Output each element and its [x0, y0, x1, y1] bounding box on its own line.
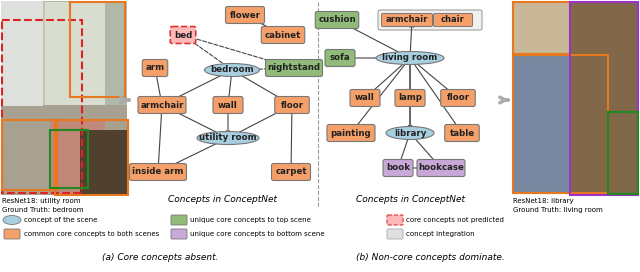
FancyBboxPatch shape — [1, 1, 127, 194]
Text: book: book — [386, 163, 410, 172]
FancyBboxPatch shape — [570, 1, 638, 194]
FancyBboxPatch shape — [316, 11, 359, 29]
Text: inside arm: inside arm — [132, 168, 184, 177]
FancyBboxPatch shape — [387, 215, 403, 225]
Text: nightstand: nightstand — [268, 63, 321, 73]
FancyBboxPatch shape — [378, 10, 482, 30]
FancyBboxPatch shape — [213, 97, 243, 113]
Ellipse shape — [3, 215, 21, 224]
FancyBboxPatch shape — [142, 60, 168, 76]
Text: living room: living room — [382, 54, 438, 63]
FancyBboxPatch shape — [395, 89, 425, 107]
FancyBboxPatch shape — [171, 229, 187, 239]
FancyBboxPatch shape — [350, 89, 380, 107]
FancyBboxPatch shape — [381, 14, 433, 26]
Text: flower: flower — [230, 11, 260, 20]
FancyBboxPatch shape — [261, 26, 305, 44]
Text: unique core concepts to bottom scene: unique core concepts to bottom scene — [190, 231, 324, 237]
FancyBboxPatch shape — [1, 1, 43, 106]
Text: concept integration: concept integration — [406, 231, 475, 237]
Text: library: library — [394, 128, 426, 138]
Text: wall: wall — [355, 94, 375, 103]
Text: Ground Truth: bedroom: Ground Truth: bedroom — [2, 207, 83, 213]
Text: chair: chair — [441, 16, 465, 24]
Text: carpet: carpet — [275, 168, 307, 177]
FancyBboxPatch shape — [171, 215, 187, 225]
FancyBboxPatch shape — [417, 159, 465, 177]
FancyBboxPatch shape — [383, 159, 413, 177]
FancyBboxPatch shape — [45, 2, 105, 132]
Text: concept of the scene: concept of the scene — [24, 217, 97, 223]
Ellipse shape — [197, 131, 259, 144]
Text: armchair: armchair — [386, 16, 428, 24]
Text: arm: arm — [145, 63, 164, 73]
Text: Concepts in ConceptNet: Concepts in ConceptNet — [168, 195, 278, 204]
Text: ResNet18: library: ResNet18: library — [513, 198, 573, 204]
FancyBboxPatch shape — [387, 229, 403, 239]
FancyBboxPatch shape — [512, 55, 570, 194]
Text: cushion: cushion — [318, 16, 356, 24]
Ellipse shape — [205, 63, 259, 76]
Text: wall: wall — [218, 100, 238, 110]
Text: (b) Non-core concepts dominate.: (b) Non-core concepts dominate. — [356, 254, 504, 262]
Text: table: table — [449, 128, 475, 138]
Text: painting: painting — [331, 128, 371, 138]
FancyBboxPatch shape — [275, 97, 309, 113]
Ellipse shape — [376, 51, 444, 64]
FancyBboxPatch shape — [1, 2, 45, 132]
FancyBboxPatch shape — [512, 1, 638, 194]
FancyBboxPatch shape — [433, 14, 472, 26]
Text: armchair: armchair — [140, 100, 184, 110]
FancyBboxPatch shape — [50, 120, 105, 195]
Text: bed: bed — [174, 30, 192, 39]
Text: common core concepts to both scenes: common core concepts to both scenes — [24, 231, 159, 237]
FancyBboxPatch shape — [170, 26, 196, 44]
FancyBboxPatch shape — [512, 1, 570, 56]
FancyBboxPatch shape — [325, 50, 355, 66]
Text: hookcase: hookcase — [418, 163, 464, 172]
FancyBboxPatch shape — [266, 60, 323, 76]
Text: Ground Truth: living room: Ground Truth: living room — [513, 207, 603, 213]
FancyBboxPatch shape — [138, 97, 186, 113]
FancyBboxPatch shape — [271, 163, 310, 181]
FancyBboxPatch shape — [80, 130, 128, 195]
FancyBboxPatch shape — [441, 89, 476, 107]
Text: core concepts not predicted: core concepts not predicted — [406, 217, 504, 223]
Text: bedroom: bedroom — [210, 66, 254, 75]
FancyBboxPatch shape — [1, 105, 127, 195]
FancyBboxPatch shape — [225, 7, 264, 23]
FancyBboxPatch shape — [445, 125, 479, 141]
Text: utility room: utility room — [199, 134, 257, 143]
FancyBboxPatch shape — [4, 229, 20, 239]
Text: cabinet: cabinet — [265, 30, 301, 39]
Text: floor: floor — [447, 94, 470, 103]
Text: sofa: sofa — [330, 54, 350, 63]
Text: Concepts in ConceptNet: Concepts in ConceptNet — [355, 195, 465, 204]
Text: lamp: lamp — [398, 94, 422, 103]
FancyBboxPatch shape — [327, 125, 375, 141]
FancyBboxPatch shape — [129, 163, 186, 181]
Text: ResNet18: utility room: ResNet18: utility room — [2, 198, 81, 204]
Ellipse shape — [386, 126, 434, 140]
Text: floor: floor — [280, 100, 303, 110]
Text: unique core concepts to top scene: unique core concepts to top scene — [190, 217, 311, 223]
Text: (a) Core concepts absent.: (a) Core concepts absent. — [102, 254, 218, 262]
